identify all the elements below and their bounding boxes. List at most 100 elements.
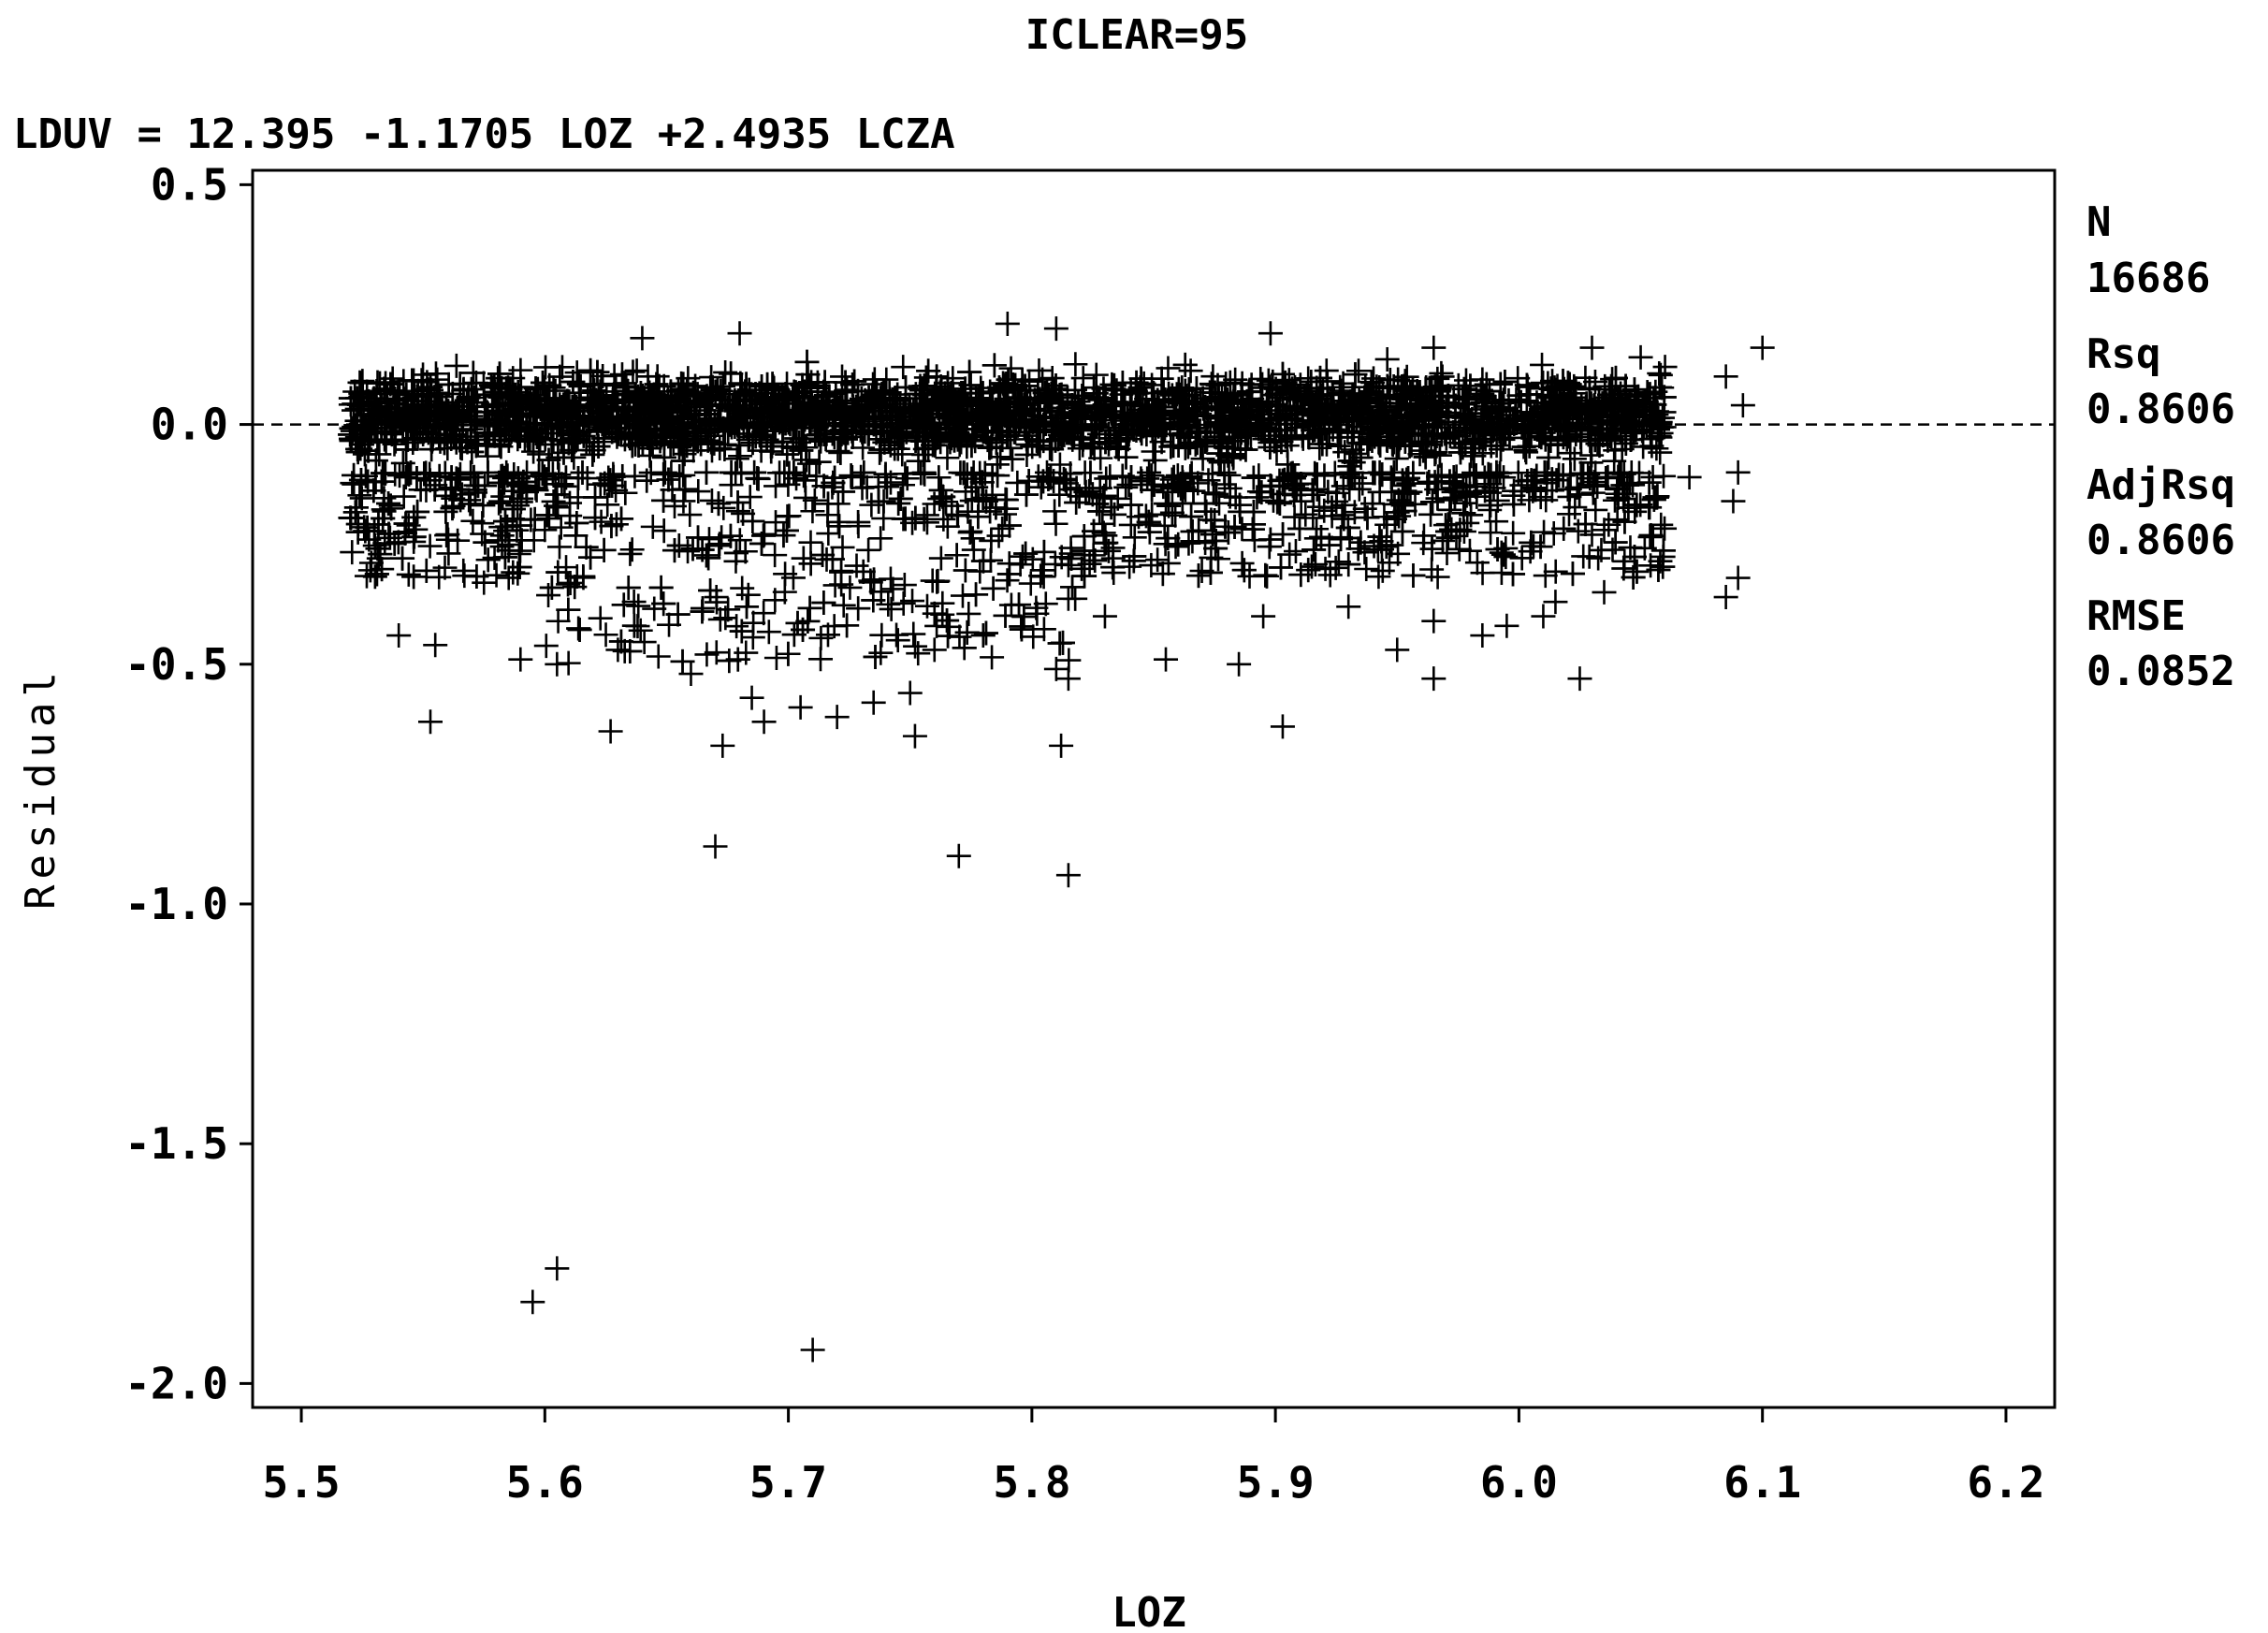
- data-point: [776, 641, 801, 666]
- data-point: [366, 546, 391, 571]
- data-point: [609, 506, 634, 532]
- data-point: [796, 451, 821, 476]
- data-point: [713, 359, 738, 385]
- y-tick-label: -1.0: [124, 879, 228, 929]
- data-point: [996, 513, 1022, 538]
- data-point: [578, 357, 603, 383]
- data-point: [603, 477, 629, 503]
- data-point: [427, 564, 452, 590]
- data-point: [659, 460, 684, 486]
- data-point: [851, 460, 877, 486]
- data-point: [808, 647, 834, 672]
- data-point: [474, 400, 500, 425]
- data-point: [432, 555, 458, 580]
- data-point: [677, 503, 703, 528]
- data-point: [1444, 478, 1469, 503]
- chart-subtitle: LDUV = 12.395 -1.1705 LOZ +2.4935 LCZA: [13, 110, 955, 158]
- data-point: [837, 575, 863, 600]
- data-point: [537, 372, 562, 398]
- data-point: [1457, 538, 1482, 563]
- data-point: [694, 642, 720, 667]
- data-point: [903, 634, 928, 659]
- data-point: [894, 466, 920, 491]
- data-point: [807, 449, 832, 474]
- data-point: [1042, 499, 1068, 524]
- data-point: [487, 432, 512, 458]
- data-point: [856, 537, 881, 562]
- data-point: [640, 514, 665, 539]
- data-point: [470, 511, 495, 536]
- data-point: [1562, 446, 1587, 472]
- data-point: [457, 488, 482, 513]
- data-point: [1336, 552, 1361, 577]
- data-point: [1543, 559, 1568, 584]
- data-point: [958, 518, 983, 544]
- data-point: [585, 359, 610, 385]
- data-point: [811, 591, 836, 616]
- data-point: [957, 359, 982, 385]
- data-point: [566, 616, 591, 641]
- data-point: [734, 594, 760, 620]
- data-point: [1571, 544, 1596, 569]
- data-point: [880, 576, 906, 602]
- data-point: [417, 533, 443, 559]
- data-point: [567, 617, 592, 642]
- data-point: [906, 448, 931, 474]
- data-point: [850, 435, 876, 460]
- data-point: [844, 553, 869, 578]
- x-axis: 5.5 5.6 5.7 5.8 5.9 6.0 6.1 6.2: [263, 1407, 2044, 1508]
- data-point: [906, 641, 931, 666]
- data-point: [646, 644, 671, 669]
- data-point: [1650, 538, 1676, 563]
- y-tick-label: 0.5: [151, 159, 228, 210]
- data-point: [978, 499, 1003, 524]
- data-point: [1583, 497, 1608, 522]
- data-point: [800, 499, 825, 524]
- data-point: [1302, 460, 1328, 486]
- data-point: [990, 516, 1015, 541]
- data-point: [888, 486, 913, 511]
- data-point: [815, 503, 840, 528]
- data-point: [1055, 586, 1081, 611]
- data-point: [1418, 502, 1444, 527]
- x-tick-label: 6.2: [1967, 1457, 2044, 1508]
- data-point: [616, 576, 641, 601]
- data-point: [952, 635, 977, 661]
- data-point: [930, 591, 955, 616]
- data-point: [1484, 509, 1509, 534]
- data-point: [693, 543, 719, 568]
- data-point: [1350, 471, 1375, 496]
- data-point: [772, 579, 797, 605]
- data-point: [879, 596, 904, 621]
- data-point: [666, 532, 691, 558]
- data-point: [662, 538, 687, 563]
- data-point: [704, 640, 729, 665]
- data-point: [1198, 560, 1223, 585]
- data-point: [1437, 469, 1462, 494]
- data-point: [556, 572, 581, 597]
- data-point: [1624, 559, 1650, 584]
- data-point: [961, 537, 986, 562]
- data-point: [869, 622, 894, 648]
- data-point: [1337, 476, 1362, 502]
- data-point: [707, 606, 733, 632]
- data-point: [797, 595, 822, 620]
- data-point: [488, 464, 514, 489]
- data-point: [950, 583, 975, 608]
- data-point: [401, 564, 427, 590]
- data-point: [1172, 435, 1198, 460]
- data-point: [1265, 489, 1290, 515]
- data-point: [1018, 571, 1043, 596]
- data-point: [724, 614, 749, 639]
- data-point: [492, 545, 517, 570]
- data-point: [603, 512, 629, 537]
- data-point: [1586, 546, 1611, 571]
- data-point: [443, 353, 469, 378]
- data-point: [829, 560, 854, 585]
- data-point: [1140, 372, 1165, 398]
- data-point: [632, 630, 657, 655]
- data-point: [1277, 542, 1302, 567]
- data-point: [798, 530, 823, 555]
- data-point: [973, 488, 998, 514]
- data-point: [1484, 433, 1509, 459]
